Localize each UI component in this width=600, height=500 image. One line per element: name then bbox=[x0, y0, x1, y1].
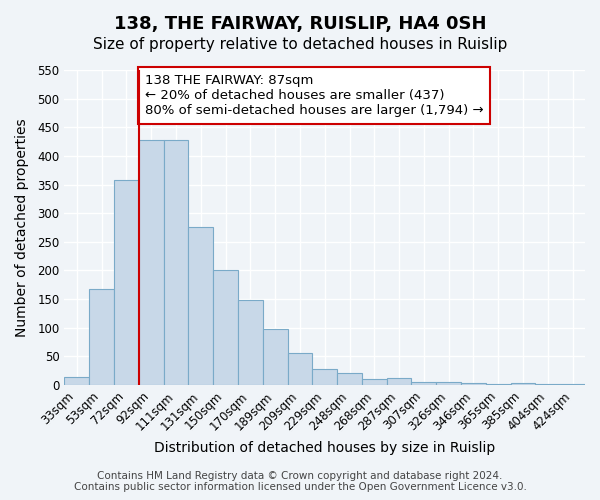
Bar bbox=[263, 330, 287, 385]
Text: Contains HM Land Registry data © Crown copyright and database right 2024.
Contai: Contains HM Land Registry data © Crown c… bbox=[74, 471, 526, 492]
Bar bbox=[213, 270, 238, 385]
Bar bbox=[287, 354, 313, 385]
Bar bbox=[362, 379, 386, 385]
Bar bbox=[511, 383, 535, 385]
Bar bbox=[436, 382, 461, 385]
Text: Size of property relative to detached houses in Ruislip: Size of property relative to detached ho… bbox=[93, 38, 507, 52]
Bar bbox=[89, 290, 114, 385]
Bar bbox=[461, 382, 486, 385]
Bar bbox=[535, 384, 560, 385]
Bar bbox=[164, 140, 188, 385]
Text: 138, THE FAIRWAY, RUISLIP, HA4 0SH: 138, THE FAIRWAY, RUISLIP, HA4 0SH bbox=[114, 15, 486, 33]
Bar bbox=[313, 369, 337, 385]
Bar bbox=[64, 378, 89, 385]
Bar bbox=[560, 384, 585, 385]
X-axis label: Distribution of detached houses by size in Ruislip: Distribution of detached houses by size … bbox=[154, 441, 496, 455]
Bar bbox=[386, 378, 412, 385]
Bar bbox=[114, 180, 139, 385]
Bar bbox=[412, 382, 436, 385]
Text: 138 THE FAIRWAY: 87sqm
← 20% of detached houses are smaller (437)
80% of semi-de: 138 THE FAIRWAY: 87sqm ← 20% of detached… bbox=[145, 74, 484, 117]
Bar bbox=[238, 300, 263, 385]
Bar bbox=[486, 384, 511, 385]
Bar bbox=[337, 374, 362, 385]
Y-axis label: Number of detached properties: Number of detached properties bbox=[15, 118, 29, 337]
Bar bbox=[139, 140, 164, 385]
Bar bbox=[188, 227, 213, 385]
